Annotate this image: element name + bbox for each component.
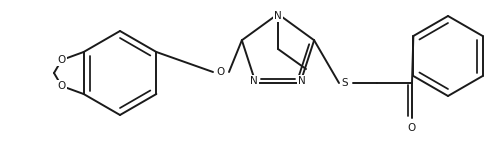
Text: S: S: [342, 78, 348, 88]
Text: O: O: [57, 81, 66, 91]
Text: O: O: [217, 67, 225, 77]
Text: O: O: [408, 123, 416, 133]
Text: N: N: [298, 76, 306, 86]
Text: N: N: [274, 11, 282, 21]
Text: N: N: [250, 76, 258, 86]
Text: O: O: [57, 55, 66, 65]
